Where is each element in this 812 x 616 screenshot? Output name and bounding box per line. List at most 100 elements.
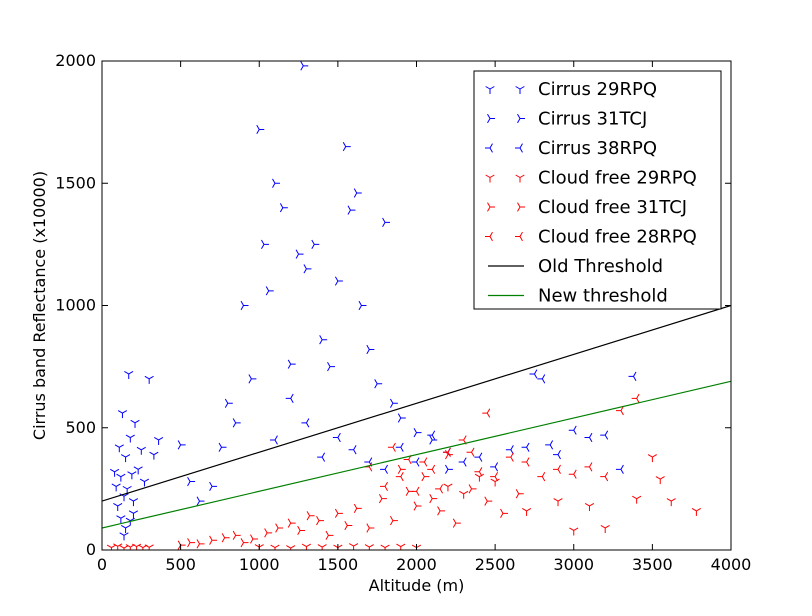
- data-point: [303, 264, 312, 274]
- data-point: [395, 442, 404, 452]
- data-point: [584, 503, 595, 511]
- data-point: [127, 471, 137, 480]
- data-point: [631, 393, 640, 404]
- data-point: [500, 508, 508, 518]
- data-point: [366, 344, 375, 355]
- data-point: [334, 508, 343, 518]
- data-point: [474, 452, 483, 462]
- data-point: [349, 543, 359, 550]
- data-point: [380, 544, 390, 550]
- data-point: [113, 503, 123, 511]
- data-point: [286, 545, 296, 550]
- x-axis-title: Altitude (m): [369, 576, 465, 595]
- data-point: [113, 543, 123, 550]
- data-point: [270, 544, 280, 550]
- data-point: [125, 434, 135, 443]
- threshold-line-6: [102, 304, 731, 502]
- data-point: [382, 217, 391, 227]
- data-point: [474, 473, 484, 482]
- data-point: [287, 518, 296, 528]
- data-point: [615, 464, 624, 474]
- data-point: [427, 430, 436, 440]
- data-point: [144, 544, 154, 550]
- data-point: [300, 61, 309, 71]
- legend-label: Cirrus 31TCJ: [538, 109, 647, 130]
- data-point: [209, 481, 218, 492]
- data-point: [119, 545, 129, 550]
- series-5: [364, 393, 640, 496]
- data-point: [521, 457, 530, 467]
- data-point: [138, 544, 148, 550]
- data-point: [334, 276, 343, 286]
- data-point: [344, 520, 353, 531]
- data-point: [396, 543, 406, 550]
- data-point: [285, 393, 294, 404]
- legend-marker: [487, 202, 495, 212]
- y-tick-label: 1500: [55, 173, 96, 192]
- x-tick-label: 1000: [239, 555, 280, 574]
- data-point: [484, 496, 493, 506]
- legend-marker: [515, 86, 525, 94]
- data-point: [128, 510, 139, 519]
- data-point: [248, 374, 257, 384]
- data-point: [269, 435, 278, 445]
- legend-label: Cirrus 29RPQ: [538, 79, 657, 100]
- data-point: [317, 452, 326, 462]
- legend-label: Cloud free 28RPQ: [538, 227, 697, 248]
- data-point: [119, 532, 129, 541]
- data-point: [445, 464, 453, 474]
- data-point: [120, 454, 131, 463]
- data-point: [569, 527, 579, 536]
- legend-label: Old Threshold: [538, 256, 663, 277]
- data-point: [429, 494, 438, 504]
- data-point: [419, 457, 428, 467]
- data-point: [459, 490, 469, 499]
- data-point: [133, 466, 143, 475]
- data-point: [553, 450, 561, 460]
- data-point: [452, 518, 461, 528]
- series-2: [269, 369, 637, 474]
- data-point: [272, 178, 280, 188]
- x-tick-label: 1500: [318, 555, 359, 574]
- data-point: [221, 533, 230, 543]
- data-point: [387, 442, 396, 452]
- legend-marker: [485, 174, 495, 183]
- data-point: [125, 544, 135, 550]
- data-point: [325, 530, 334, 540]
- data-point: [116, 473, 126, 482]
- data-point: [316, 516, 325, 526]
- data-point: [109, 468, 120, 477]
- y-tick-label: 500: [65, 418, 96, 437]
- data-point: [347, 205, 356, 215]
- data-point: [380, 481, 388, 492]
- data-point: [319, 335, 328, 345]
- data-point: [443, 483, 453, 492]
- data-point: [353, 188, 362, 198]
- series-4: [177, 450, 524, 550]
- data-point: [139, 478, 150, 487]
- data-point: [301, 543, 312, 550]
- data-point: [568, 469, 577, 479]
- data-point: [250, 534, 258, 544]
- data-point: [553, 464, 561, 474]
- data-point: [515, 489, 524, 499]
- data-point: [374, 379, 383, 389]
- data-point: [380, 464, 388, 474]
- data-point: [389, 516, 398, 526]
- plot-area: [102, 61, 731, 550]
- data-point: [490, 472, 499, 482]
- data-point: [128, 498, 139, 507]
- data-point: [466, 447, 475, 457]
- series-0: [109, 371, 164, 541]
- legend-label: Cloud free 29RPQ: [538, 168, 697, 189]
- data-point: [287, 359, 296, 369]
- legend-box: [473, 70, 722, 310]
- data-point: [568, 425, 577, 435]
- data-point: [218, 442, 227, 452]
- legend: Cirrus 29RPQ Cirrus 31TCJ Cirrus 38RPQ Clou…: [473, 70, 722, 310]
- y-axis-title: Cirrus band Reflectance (x10000): [30, 171, 49, 440]
- data-point: [196, 496, 205, 506]
- data-point: [209, 535, 218, 545]
- data-point: [435, 484, 444, 494]
